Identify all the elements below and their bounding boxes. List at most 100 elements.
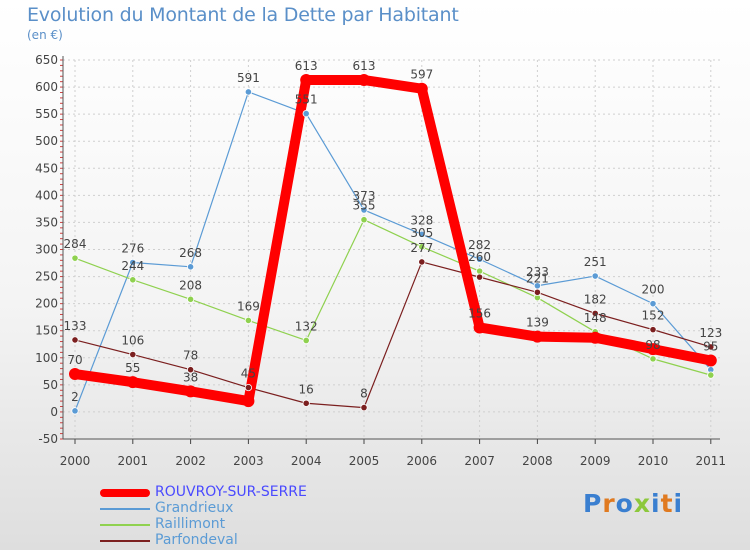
unit-label: (en €) [27,28,63,42]
legend-swatch-rouvroy [100,489,150,497]
data-label: 208 [179,278,202,292]
data-point [418,230,426,238]
data-label: 8 [360,387,368,401]
legend-item-parfondeval: Parfondeval [100,532,420,549]
y-tick-label: 550 [35,107,58,121]
logo-letter: r [602,489,616,518]
data-label: 16 [299,382,314,396]
y-tick-label: -50 [38,432,58,446]
data-label: 133 [64,319,87,333]
data-point [71,336,79,344]
legend-swatch-parfondeval [100,540,150,542]
data-point [473,321,486,334]
data-label: 2 [71,390,79,404]
logo-letter: o [615,489,634,518]
data-label: 98 [645,338,660,352]
data-label: 182 [584,292,607,306]
logo-letter: P [583,489,603,518]
data-point [475,255,484,263]
data-point [302,110,310,118]
data-point [591,309,599,317]
data-label: 139 [526,316,549,330]
data-label: 591 [237,71,260,85]
logo-letter: t [660,489,674,518]
legend-label-raillimont: Raillimont [155,516,226,532]
data-label: 156 [468,306,491,320]
data-point [591,272,599,280]
y-tick-label: 100 [35,351,58,365]
y-tick-label: 50 [43,378,58,392]
data-point [589,331,602,344]
data-point [647,343,659,356]
data-point [360,206,368,214]
proxiti-logo: Proxiti [583,489,683,518]
data-point [415,82,428,95]
logo-letter: x [633,489,651,518]
data-point [475,267,484,275]
data-point [129,258,137,267]
data-label: 276 [121,241,144,255]
data-label: 221 [526,271,549,285]
data-point [244,88,252,96]
data-point [707,343,715,351]
y-tick-label: 450 [35,161,58,175]
data-label: 373 [353,189,376,203]
legend-swatch-raillimont [100,524,150,526]
legend-item-raillimont: Raillimont [100,516,420,533]
x-tick-label: 2011 [696,454,727,468]
data-point [704,354,717,367]
data-label: 169 [237,299,260,313]
data-point [358,74,370,87]
data-point [184,385,197,398]
data-label: 551 [295,93,318,107]
data-label: 106 [121,334,144,348]
y-tick-label: 0 [50,405,58,419]
data-label: 233 [526,265,549,279]
x-tick-label: 2005 [349,454,380,468]
data-point [71,407,79,415]
x-tick-label: 2010 [638,454,669,468]
data-point [475,273,484,281]
legend-label-rouvroy: ROUVROY-SUR-SERRE [155,484,307,500]
y-tick-label: 600 [35,80,58,94]
x-tick-label: 2004 [291,454,322,468]
data-point [300,74,313,87]
y-tick-label: 500 [35,134,58,148]
data-point [418,258,426,266]
data-point [360,216,368,224]
data-label: 305 [410,226,433,240]
y-tick-label: 200 [35,297,58,311]
legend-label-grandrieux: Grandrieux [155,500,234,516]
data-point [187,263,195,271]
data-label: 78 [183,349,198,363]
data-point [302,399,310,407]
legend-label-parfondeval: Parfondeval [155,532,238,548]
data-label: 613 [353,59,376,73]
data-label: 282 [468,238,491,252]
legend-item-rouvroy: ROUVROY-SUR-SERRE [100,484,420,501]
logo-letter: i [651,489,661,518]
series-line-2 [74,219,712,376]
x-tick-label: 2009 [580,454,611,468]
x-tick-label: 2000 [60,454,91,468]
data-label: 244 [121,259,144,273]
data-label: 95 [703,339,718,353]
y-tick-label: 400 [35,188,58,202]
data-label: 268 [179,246,202,260]
legend: ROUVROY-SUR-SERRE Grandrieux Raillimont … [100,484,420,549]
data-label: 328 [410,213,433,227]
data-label: 132 [295,319,318,333]
data-point [707,371,715,379]
data-label: 355 [353,199,376,213]
y-tick-label: 350 [35,215,58,229]
data-point [649,300,657,308]
data-point [302,336,310,345]
data-label: 277 [410,241,433,255]
x-tick-label: 2007 [464,454,495,468]
data-label: 70 [67,353,82,367]
data-label: 38 [183,370,198,384]
logo-letter: i [673,489,684,518]
data-label: 613 [295,59,318,73]
data-point [418,243,426,251]
